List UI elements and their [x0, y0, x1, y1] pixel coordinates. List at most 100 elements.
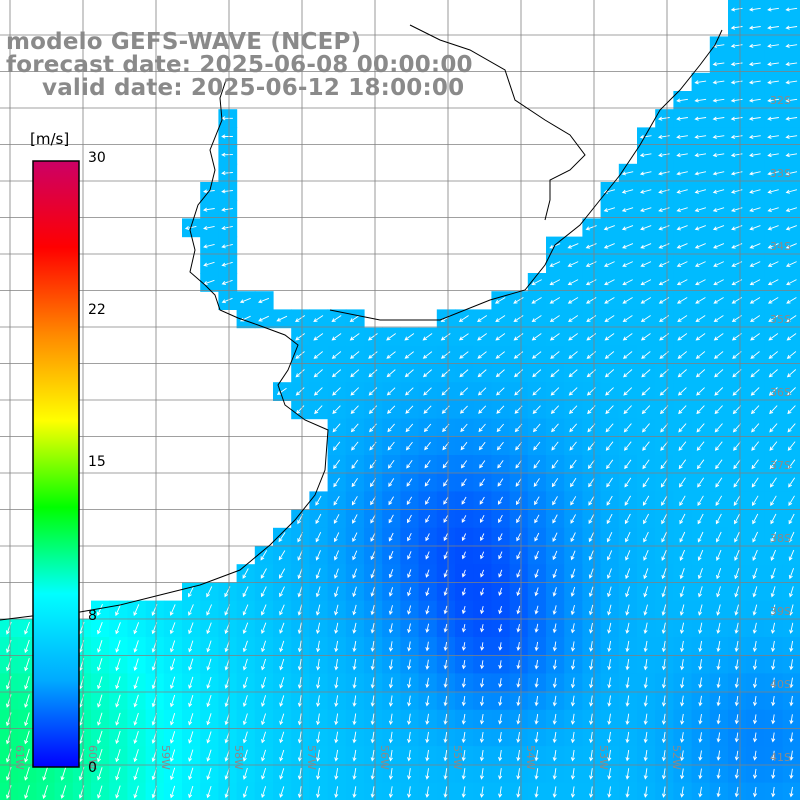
wind-arrow	[771, 714, 776, 725]
wind-arrow	[716, 640, 721, 653]
wind-arrow	[461, 551, 466, 560]
wind-arrow	[169, 767, 176, 781]
wind-arrow	[315, 513, 322, 525]
wind-arrow	[750, 405, 760, 415]
wind-arrow	[752, 714, 758, 725]
wind-arrow	[352, 677, 357, 689]
wind-arrow	[333, 514, 340, 524]
wind-arrow	[714, 405, 723, 415]
wind-arrow	[643, 550, 649, 561]
wind-arrow	[585, 279, 597, 286]
wind-arrow	[712, 98, 725, 103]
wind-arrow	[425, 605, 430, 615]
wind-arrow	[589, 749, 594, 762]
wind-arrow	[788, 568, 795, 580]
wind-arrow	[97, 712, 103, 726]
wind-arrow	[515, 460, 522, 469]
wind-arrow	[734, 568, 740, 580]
wind-arrow	[549, 315, 560, 323]
wind-arrow	[203, 243, 215, 249]
wind-arrow	[607, 695, 612, 707]
wind-arrow	[752, 495, 759, 507]
wind-arrow	[480, 642, 485, 651]
wind-arrow	[405, 387, 414, 396]
wind-arrow	[387, 423, 395, 433]
wind-arrow	[443, 659, 448, 670]
wind-arrow	[260, 550, 268, 561]
wind-arrow	[730, 7, 743, 12]
wind-arrow	[534, 695, 539, 707]
wind-arrow	[622, 315, 633, 323]
wind-arrow	[658, 261, 670, 267]
wind-arrow	[680, 750, 685, 762]
wind-arrow	[733, 441, 741, 451]
wind-arrow	[5, 712, 12, 727]
wind-arrow	[643, 713, 648, 726]
wind-arrow	[658, 279, 670, 286]
wind-arrow	[640, 279, 652, 286]
wind-arrow	[334, 586, 339, 598]
wind-arrow	[206, 785, 212, 799]
wind-arrow	[712, 153, 725, 158]
wind-arrow	[352, 731, 357, 744]
wind-arrow	[695, 315, 706, 323]
wind-arrow	[479, 786, 484, 798]
wind-arrow	[604, 297, 615, 304]
wind-arrow	[279, 568, 286, 579]
wind-arrow	[221, 207, 233, 212]
wind-arrow	[242, 604, 249, 616]
wind-arrow	[676, 189, 688, 194]
wind-arrow	[516, 732, 521, 744]
wind-arrow	[297, 604, 303, 616]
wind-arrow	[313, 369, 323, 378]
wind-arrow	[480, 587, 485, 596]
wind-arrow	[497, 478, 504, 487]
wind-arrow	[498, 514, 503, 524]
wind-arrow	[551, 441, 559, 451]
wind-arrow	[698, 768, 703, 780]
wind-arrow	[750, 351, 760, 359]
wind-arrow	[515, 478, 522, 487]
wind-arrow	[261, 786, 267, 798]
wind-arrow	[661, 786, 666, 798]
wind-arrow	[261, 622, 267, 634]
wind-arrow	[133, 640, 139, 653]
wind-arrow	[770, 531, 777, 543]
wind-arrow	[221, 279, 233, 285]
wind-arrow	[516, 714, 521, 725]
wind-arrow	[498, 642, 503, 651]
wind-arrow	[639, 207, 652, 213]
wind-arrow	[297, 677, 302, 689]
wind-arrow	[767, 43, 779, 48]
wind-arrow	[407, 533, 412, 542]
wind-arrow	[461, 786, 466, 798]
wind-arrow	[188, 676, 194, 689]
wind-arrow	[221, 261, 233, 267]
wind-arrow	[730, 134, 743, 139]
wind-arrow	[477, 387, 487, 396]
wind-arrow	[568, 351, 578, 359]
wind-arrow	[730, 207, 743, 213]
wind-arrow	[550, 387, 560, 396]
wind-arrow	[751, 459, 759, 470]
wind-arrow	[716, 732, 721, 743]
wind-arrow	[605, 441, 614, 451]
wind-arrow	[730, 80, 743, 85]
wind-arrow	[585, 297, 597, 304]
wind-arrow	[352, 550, 358, 561]
wind-arrow	[569, 459, 577, 469]
wind-arrow	[734, 640, 739, 653]
wind-arrow	[767, 25, 779, 30]
wind-arrow	[752, 677, 758, 689]
wind-arrow	[752, 586, 758, 598]
wind-arrow	[679, 549, 686, 561]
wind-arrow	[730, 189, 743, 194]
longitude-labels: 61W 60W 59W 58W 57W 56W 55W 54W 53W 52W	[13, 745, 683, 770]
wind-arrow	[297, 767, 302, 780]
wind-arrow	[643, 750, 648, 762]
wind-arrow	[768, 315, 779, 323]
wind-arrow	[422, 369, 432, 378]
wind-arrow	[588, 532, 595, 543]
wind-arrow	[368, 369, 378, 378]
wind-arrow	[552, 514, 558, 524]
